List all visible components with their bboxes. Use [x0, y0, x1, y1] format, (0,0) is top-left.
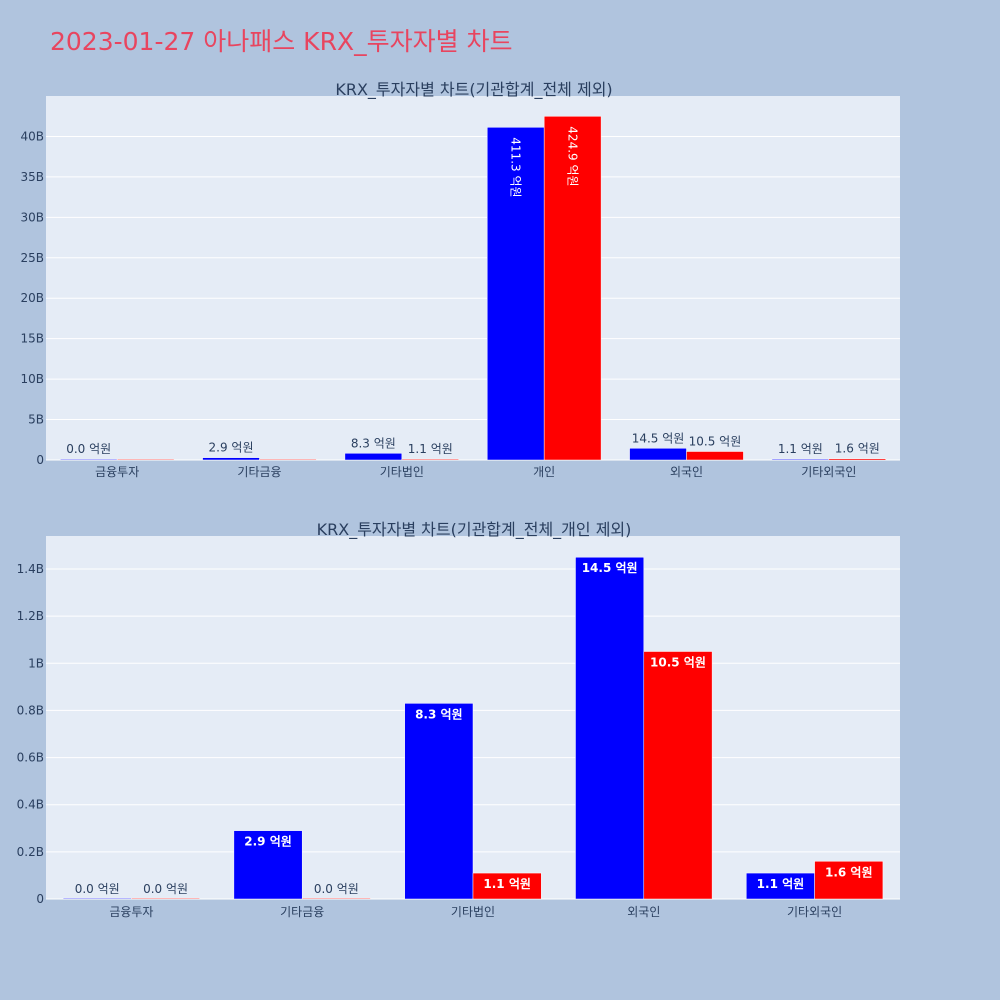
data-label: 1.1 억원: [483, 877, 531, 891]
chart-title: KRX_투자자별 차트(기관합계_전체_개인 제외): [317, 520, 632, 540]
bar: [233, 830, 303, 900]
data-label: 10.5 억원: [650, 656, 706, 670]
bar: [486, 127, 545, 461]
data-label: 2.9 억원: [209, 441, 254, 455]
x-category-label: 기타금융: [280, 905, 324, 919]
x-category-label: 금융투자: [109, 905, 153, 919]
chart-title: KRX_투자자별 차트(기관합계_전체 제외): [335, 80, 612, 100]
data-label: 411.3 억원: [509, 137, 523, 197]
x-category-label: 외국인: [627, 905, 660, 919]
data-label: 8.3 억원: [351, 436, 396, 450]
x-category-label: 기타법인: [451, 905, 495, 919]
x-category-label: 기타외국인: [787, 905, 842, 919]
y-tick-label: 1.2B: [17, 609, 44, 623]
data-label: 424.9 억원: [566, 126, 580, 186]
bar: [686, 451, 744, 461]
data-label: 8.3 억원: [415, 707, 463, 721]
y-tick-label: 1.4B: [17, 562, 44, 576]
y-tick-label: 15B: [20, 332, 44, 346]
bar: [202, 457, 260, 461]
y-tick-label: 0.4B: [17, 798, 44, 812]
data-label: 10.5 억원: [689, 435, 742, 449]
bar: [771, 458, 830, 461]
x-category-label: 기타법인: [380, 465, 424, 479]
y-tick-label: 0.6B: [17, 751, 44, 765]
bar: [629, 448, 687, 461]
y-tick-label: 5B: [28, 413, 44, 427]
bar: [401, 458, 460, 461]
bar: [344, 453, 403, 461]
bar: [814, 861, 884, 900]
y-tick-label: 10B: [20, 372, 44, 386]
data-label: 1.1 억원: [778, 442, 823, 456]
data-label: 2.9 억원: [244, 835, 292, 849]
y-tick-label: 20B: [20, 291, 44, 305]
y-tick-label: 0.8B: [17, 703, 44, 717]
bar: [131, 897, 200, 900]
plot-area: [46, 96, 900, 460]
data-label: 0.0 억원: [314, 882, 359, 896]
y-tick-label: 1B: [28, 656, 44, 670]
y-tick-label: 40B: [20, 129, 44, 143]
bar: [472, 872, 542, 900]
y-tick-label: 30B: [20, 210, 44, 224]
x-category-label: 금융투자: [95, 465, 139, 479]
x-category-label: 기타외국인: [801, 465, 856, 479]
chart-investor-all: 0 5B 10B 15B 20B 25B 30B 35B 40B KRX_투자자별 차트(기관합계…: [20, 80, 900, 479]
x-category-label: 외국인: [670, 465, 703, 479]
data-label: 0.0 억원: [143, 882, 188, 896]
bar: [746, 872, 815, 900]
data-label: 1.1 억원: [408, 442, 453, 456]
data-label: 0.0 억원: [66, 442, 111, 456]
data-label: 1.6 억원: [825, 865, 873, 879]
page-title: 2023-01-27 아나패스 KRX_투자자별 차트: [50, 27, 513, 56]
x-category-label: 개인: [533, 465, 555, 479]
data-label: 1.1 억원: [757, 877, 805, 891]
bar: [301, 897, 371, 900]
y-tick-label: 0.2B: [17, 845, 44, 859]
data-label: 0.0 억원: [75, 882, 120, 896]
bar: [828, 458, 887, 461]
bar: [404, 703, 474, 900]
bar: [59, 458, 118, 461]
x-category-label: 기타금융: [237, 465, 281, 479]
y-tick-label: 0: [36, 892, 44, 906]
bar: [62, 897, 132, 900]
bar: [116, 458, 175, 461]
data-label: 1.6 억원: [835, 442, 880, 456]
data-label: 14.5 억원: [582, 561, 638, 575]
bar: [643, 651, 713, 900]
y-tick-label: 0: [36, 453, 44, 467]
y-tick-label: 25B: [20, 251, 44, 265]
bar: [259, 458, 317, 461]
bar: [543, 116, 602, 461]
data-label: 14.5 억원: [632, 431, 685, 445]
chart-investor-excl-individual: 0 0.2B 0.4B 0.6B 0.8B 1B 1.2B 1.4B KRX_투자자별 차트(기…: [17, 520, 900, 919]
bar: [575, 556, 645, 900]
y-tick-label: 35B: [20, 170, 44, 184]
